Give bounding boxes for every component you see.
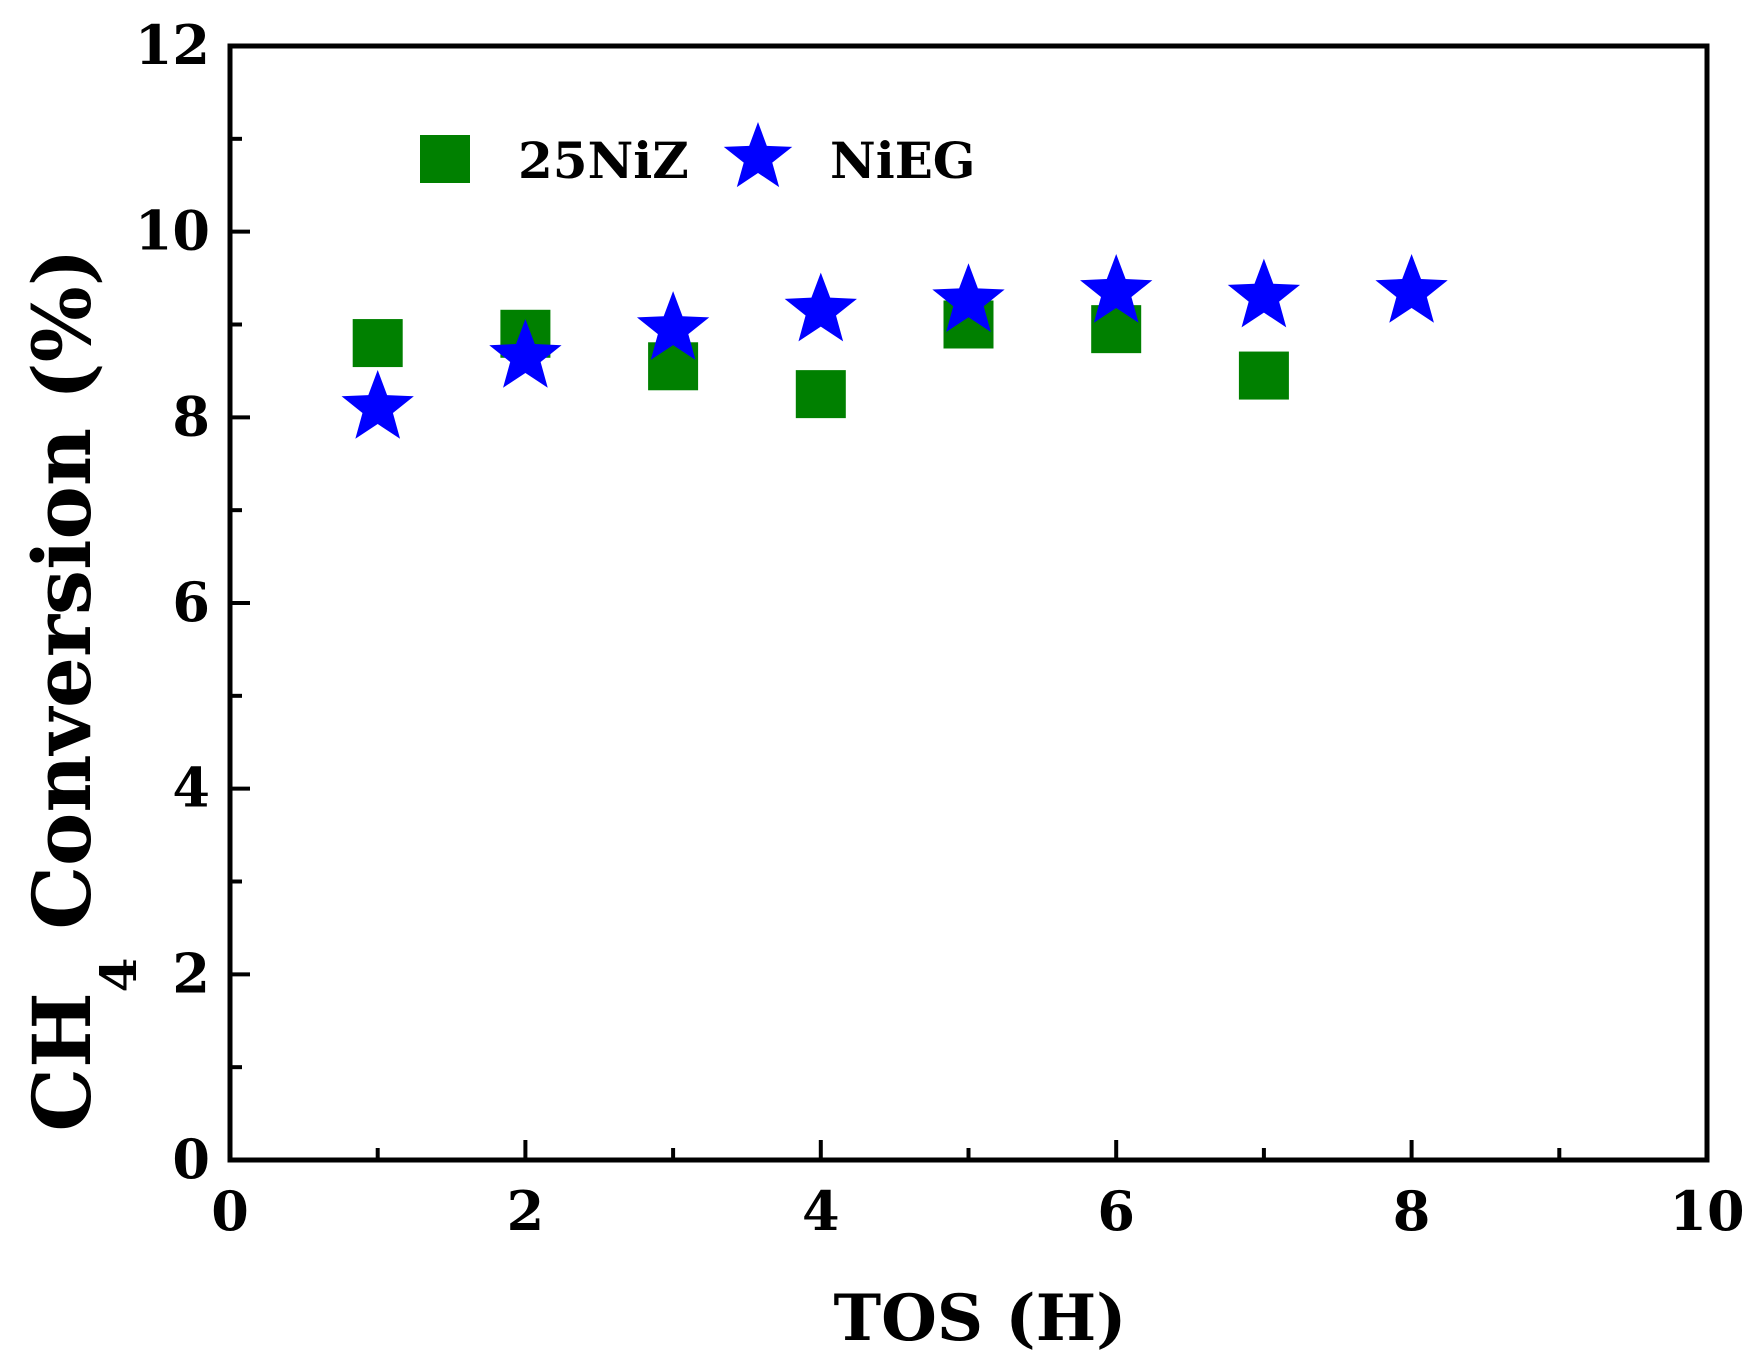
y-tick-label: 10 xyxy=(135,199,210,263)
data-point-nieg xyxy=(341,370,414,439)
data-point-nieg xyxy=(784,272,857,342)
x-axis-title: TOS (H) xyxy=(834,1281,1127,1356)
y-axis-title: CH4 Conversion (%) xyxy=(15,248,148,1131)
y-tick-label: 0 xyxy=(172,1127,210,1191)
legend-label-nieg: NiEG xyxy=(830,131,976,190)
legend: 25NiZ NiEG xyxy=(420,122,976,190)
data-point-nieg xyxy=(489,318,562,388)
axis-tick-labels: 0 2 4 6 8 10 0 2 4 6 8 10 12 xyxy=(135,13,1745,1243)
data-point-nieg xyxy=(1227,258,1301,328)
data-point-nieg xyxy=(636,291,710,360)
y-axis-title-subscript: 4 xyxy=(89,958,148,993)
legend-marker-nieg xyxy=(723,122,793,188)
series-nieg xyxy=(341,254,1448,439)
data-point-25niz xyxy=(352,319,403,368)
x-tick-label: 6 xyxy=(1097,1179,1135,1243)
y-tick-label: 6 xyxy=(172,570,210,634)
x-tick-label: 8 xyxy=(1393,1179,1431,1243)
y-tick-label: 8 xyxy=(172,384,210,448)
y-tick-label: 2 xyxy=(172,941,210,1005)
data-point-nieg xyxy=(932,263,1005,333)
y-tick-label: 12 xyxy=(135,13,210,77)
plot-frame xyxy=(227,43,1710,1163)
x-tick-label: 4 xyxy=(802,1179,840,1243)
axis-ticks xyxy=(228,44,1709,1162)
data-points xyxy=(341,254,1448,439)
legend-marker-25niz xyxy=(420,135,470,183)
x-tick-label: 0 xyxy=(211,1179,249,1243)
data-point-25niz xyxy=(1238,351,1289,400)
data-point-nieg xyxy=(1080,254,1153,323)
x-tick-label: 2 xyxy=(507,1179,545,1243)
x-tick-label: 10 xyxy=(1669,1179,1744,1243)
y-axis-title-suffix: Conversion (%) xyxy=(15,248,109,957)
y-tick-label: 4 xyxy=(172,756,210,820)
legend-label-25niz: 25NiZ xyxy=(518,131,689,190)
data-point-nieg xyxy=(1375,254,1448,323)
data-point-25niz xyxy=(795,370,846,419)
y-axis-title-prefix: CH xyxy=(15,992,109,1131)
